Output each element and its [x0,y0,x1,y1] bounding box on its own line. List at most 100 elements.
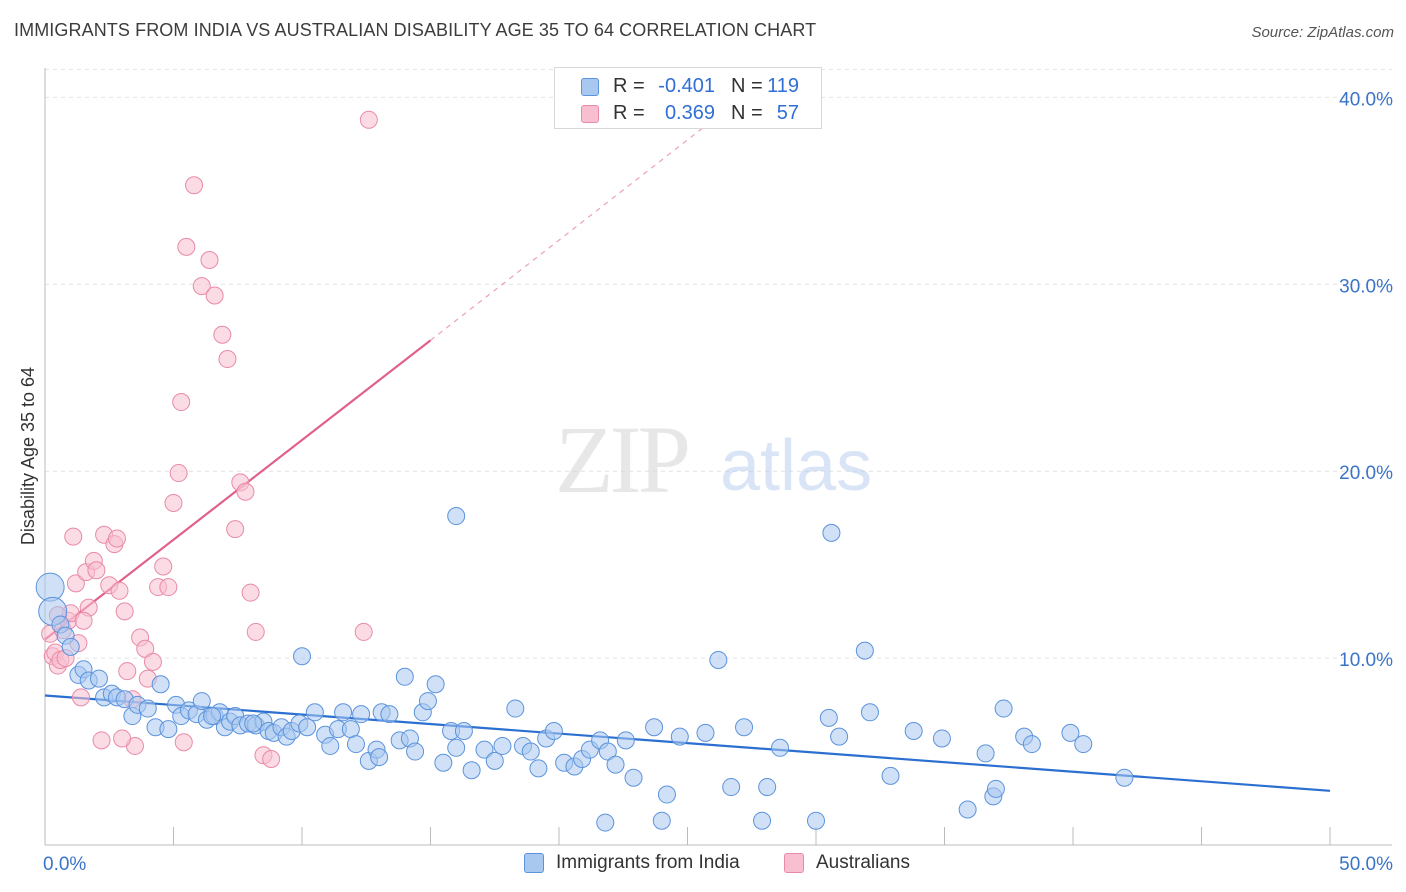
point-australians [143,652,162,671]
point-india [807,811,825,830]
point-australians [213,325,232,344]
point-india [244,714,263,733]
point-india [670,727,689,746]
point-australians [226,520,245,539]
point-australians [164,493,183,512]
legend-n-label: N = [731,102,763,124]
correlation-legend: R = -0.401 N = 119 R = 0.369 N = 57 [554,67,822,129]
point-india [616,731,635,750]
point-india [904,721,923,740]
point-india [380,705,399,724]
axes [44,68,1392,846]
point-india [881,766,900,785]
point-india [753,811,772,830]
point-india [624,768,643,787]
point-india [822,523,841,542]
bottom-legend-swatch-india [524,853,544,873]
point-australians [359,110,378,129]
point-india [321,736,340,755]
trend-line-india [44,694,1331,792]
point-india [298,718,317,737]
point-india [544,721,563,740]
point-india [434,753,453,772]
point-india [976,744,995,763]
point-india [596,813,615,832]
bottom-legend-swatch-aus [784,853,804,873]
point-australians [241,583,260,602]
point-australians [107,529,126,548]
point-australians [262,750,281,769]
point-india [830,727,849,746]
point-india [932,729,951,748]
point-india [986,779,1005,798]
point-india [462,761,481,780]
point-india [447,507,466,526]
legend-swatch-india [581,78,599,96]
point-india [334,703,353,722]
trend-lines [44,119,1331,792]
point-india [138,699,157,718]
point-india [758,778,777,797]
point-australians [87,561,106,580]
point-india [709,650,728,669]
point-india [352,705,371,724]
watermark-zip: ZIP [555,406,688,513]
gridlines [45,68,1392,659]
point-india [506,699,525,718]
point-india [89,669,108,688]
legend-r-label: R = [613,102,645,124]
legend-n-value: 57 [776,102,799,124]
point-australians [74,611,93,630]
point-india [645,718,664,737]
point-australians [177,237,196,256]
point-india [475,740,494,759]
legend-row-aus: R = 0.369 N = 57 [555,100,821,128]
point-india [426,675,445,694]
point-india [657,785,676,804]
point-australians [92,731,111,750]
point-australians [246,622,265,641]
y-tick-label: 30.0% [1339,276,1393,297]
point-australians [169,464,188,483]
point-australians [71,688,90,707]
point-india [529,759,548,778]
point-india [159,720,178,739]
point-india [151,675,170,694]
point-australians [218,350,237,369]
point-australians [354,622,373,641]
data-points [35,110,1134,832]
point-india [521,742,540,761]
point-india [958,800,977,819]
point-india [722,778,741,797]
point-australians [185,176,204,195]
point-india [395,667,414,686]
point-australians [118,662,137,681]
point-australians [236,482,255,501]
point-india [652,811,671,830]
point-australians [113,729,132,748]
legend-swatch-aus [581,105,599,123]
point-india [860,703,879,722]
point-india [418,692,437,711]
legend-r-value: 0.369 [664,102,715,124]
point-india [61,637,80,656]
tick-labels: 10.0% 20.0% 30.0% 40.0% 0.0% 50.0% [43,89,1393,875]
point-india [819,708,838,727]
legend-r-value: -0.401 [658,75,715,97]
point-australians [64,527,83,546]
y-tick-label: 40.0% [1339,89,1393,110]
point-india [606,755,625,774]
point-india [406,742,425,761]
point-india [447,738,466,757]
chart-source: Source: ZipAtlas.com [1251,24,1394,41]
bottom-legend-label-aus: Australians [816,852,910,873]
point-india [771,738,790,757]
point-india [346,735,365,754]
point-india [994,699,1013,718]
point-india [370,748,389,767]
point-india [1061,723,1080,742]
point-australians [174,733,193,752]
x-tick-label: 50.0% [1339,854,1393,875]
trend-line-australians-extension [430,119,714,341]
